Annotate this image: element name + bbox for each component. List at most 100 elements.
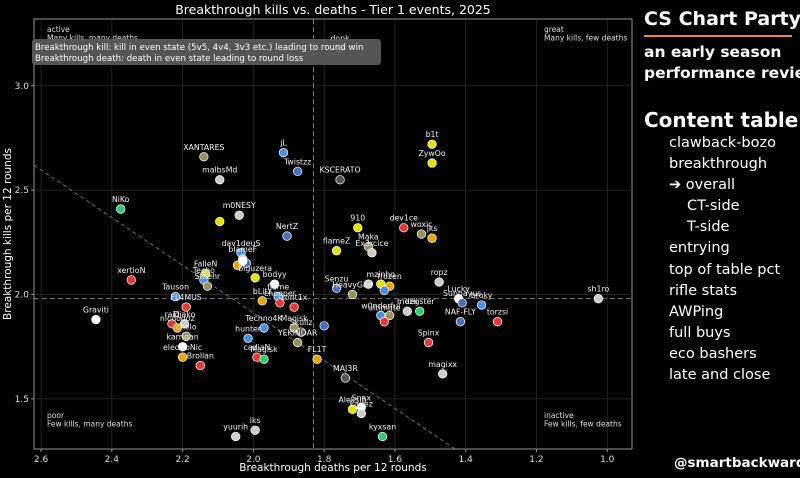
player-label: HeavyGod xyxy=(332,281,372,290)
player-label: Magisk xyxy=(250,345,278,354)
player-label: flame xyxy=(267,283,289,292)
player-point xyxy=(259,354,269,364)
player-point xyxy=(234,210,244,220)
player-label: donk xyxy=(330,34,350,43)
chart-title: Breakthrough kills vs. deaths - Tier 1 e… xyxy=(175,2,491,17)
sidebar: CS Chart Party an early season performan… xyxy=(644,0,800,478)
player-point xyxy=(289,302,299,312)
player-point xyxy=(177,342,188,352)
player-point xyxy=(415,306,425,316)
player-label: flameZ xyxy=(323,237,350,246)
player-label: blameF xyxy=(228,245,257,254)
player-point xyxy=(593,294,604,304)
toc-item-full-buys[interactable]: full buys xyxy=(669,324,731,341)
player-label: ZywOo xyxy=(418,149,445,158)
player-label: FL4MUS xyxy=(171,293,202,302)
player-point xyxy=(438,369,448,379)
player-label: malbsMd xyxy=(202,166,237,175)
player-point xyxy=(181,302,191,312)
y-tick-label: 2.0 xyxy=(15,291,30,301)
player-point xyxy=(423,337,434,348)
toc-item-clawback-bozo[interactable]: clawback-bozo xyxy=(669,135,776,151)
player-label: mzinho xyxy=(367,270,396,279)
player-point xyxy=(347,404,358,414)
toc-item-rifle-stats[interactable]: rifle stats xyxy=(669,282,738,299)
player-label: 910 xyxy=(350,214,365,223)
player-point xyxy=(377,431,388,442)
player-point xyxy=(331,246,342,256)
player-label: hunter xyxy=(235,324,262,333)
toc-item-entrying[interactable]: entrying xyxy=(669,240,730,257)
quadrant-description: Few kills, many deaths xyxy=(47,420,132,429)
toc-heading: Content table: xyxy=(644,108,800,132)
x-tick-label: 1.4 xyxy=(459,455,474,465)
player-point xyxy=(492,317,503,327)
toc-item-overall[interactable]: ➔ overall xyxy=(669,177,736,194)
player-point xyxy=(278,147,289,158)
player-point xyxy=(215,216,225,227)
toc-item-t-side[interactable]: T-side xyxy=(687,219,730,236)
player-point xyxy=(347,289,358,300)
player-point xyxy=(399,223,409,233)
player-label: Snax xyxy=(352,393,372,402)
definition-legend-box xyxy=(32,39,381,65)
player-label: b1t xyxy=(426,130,439,139)
toc-list: clawback-bozo breakthrough ➔ overall CT-… xyxy=(669,133,780,386)
toc-item-eco-bashers[interactable]: eco bashers xyxy=(669,345,757,362)
player-point xyxy=(91,314,101,325)
player-point xyxy=(379,285,389,296)
player-label: Djako xyxy=(173,310,195,319)
player-point xyxy=(289,323,299,333)
player-point xyxy=(250,425,260,435)
player-label: Aleksib xyxy=(338,395,366,404)
player-label: FalleN xyxy=(194,260,218,269)
player-label: frozen xyxy=(377,272,401,281)
x-tick-label: 1.8 xyxy=(317,455,332,465)
player-label: mezii xyxy=(397,297,418,306)
player-label: Lucky xyxy=(447,285,470,294)
quadrant-title: poor xyxy=(47,411,65,420)
player-point xyxy=(331,283,342,293)
player-label: YEKINDAR xyxy=(277,329,318,338)
plot-frame xyxy=(33,18,633,450)
x-tick-label: 2.0 xyxy=(246,455,261,465)
player-point xyxy=(126,275,136,285)
player-point xyxy=(177,352,188,362)
player-label: cadiaN xyxy=(244,343,271,352)
player-label: Senzu xyxy=(325,274,349,283)
player-label: m0NESY xyxy=(223,201,256,210)
scatter-chart: 2.6 2.4 2.2 2.0 1.8 1.6 1.4 1.2 1.0 1.5 2.0 2.5 3.0 B… xyxy=(2,2,633,474)
player-label: chopper xyxy=(264,289,297,298)
player-label: chelo xyxy=(176,322,197,331)
player-label: degster xyxy=(405,297,436,306)
player-point xyxy=(356,408,366,419)
toc-item-breakthrough[interactable]: breakthrough xyxy=(669,156,768,173)
player-point xyxy=(202,281,213,291)
player-label: Sunpayus xyxy=(443,289,481,298)
subtitle-line-1: an early season xyxy=(644,43,782,61)
player-point xyxy=(250,273,260,283)
player-label: NiKo xyxy=(112,195,130,204)
player-label: NertZ xyxy=(276,222,298,231)
brand-title: CS Chart Party xyxy=(644,8,800,30)
player-point xyxy=(181,331,191,341)
x-tick-label: 1.0 xyxy=(600,455,615,465)
x-tick-label: 2.6 xyxy=(34,455,49,465)
player-label: Tauson xyxy=(161,283,189,292)
player-point xyxy=(384,310,395,321)
quadrant-title: active xyxy=(47,25,70,34)
toc-item-awping[interactable]: AWPing xyxy=(669,303,724,320)
player-label: xertioN xyxy=(117,266,145,275)
player-point xyxy=(363,279,374,289)
definition-line-2: Breakthrough death: death in even state … xyxy=(35,54,304,64)
player-label: Spinx xyxy=(418,329,440,338)
x-tick-label: 2.2 xyxy=(175,455,189,465)
toc-item-top-of-table-pct[interactable]: top of table pct xyxy=(669,261,781,278)
player-label: raid xyxy=(164,310,179,319)
player-point xyxy=(367,248,377,258)
toc-item-ct-side[interactable]: CT-side xyxy=(687,198,740,215)
player-label: yuurih xyxy=(223,422,248,431)
player-point xyxy=(312,354,322,364)
player-label: jks xyxy=(426,224,438,233)
toc-item-late-and-close[interactable]: late and close xyxy=(669,367,771,384)
